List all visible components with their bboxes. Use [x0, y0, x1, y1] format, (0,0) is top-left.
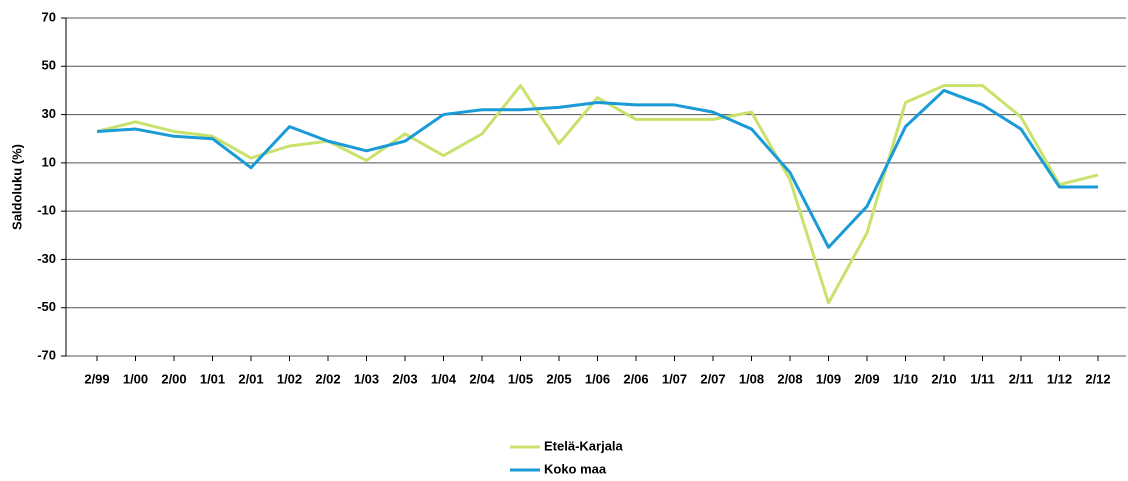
y-tick-label: -10	[37, 203, 56, 218]
x-tick-label: 1/04	[431, 371, 457, 386]
y-tick-label: 70	[42, 9, 56, 24]
x-tick-label: 2/00	[161, 371, 186, 386]
x-tick-label: 1/11	[970, 371, 995, 386]
x-tick-label: 2/11	[1009, 371, 1034, 386]
x-tick-label: 2/09	[854, 371, 879, 386]
x-tick-label: 2/02	[315, 371, 340, 386]
x-tick-label: 1/05	[508, 371, 533, 386]
x-tick-label: 2/12	[1085, 371, 1110, 386]
y-tick-label: 10	[42, 154, 56, 169]
y-tick-label: -50	[37, 299, 56, 314]
x-tick-label: 1/10	[893, 371, 918, 386]
x-tick-label: 2/03	[392, 371, 417, 386]
y-tick-label: -30	[37, 251, 56, 266]
x-tick-label: 1/08	[739, 371, 764, 386]
x-tick-label: 1/06	[585, 371, 610, 386]
x-tick-label: 1/03	[354, 371, 379, 386]
x-tick-label: 2/07	[700, 371, 725, 386]
y-tick-label: -70	[37, 347, 56, 362]
x-tick-label: 1/00	[123, 371, 148, 386]
x-tick-label: 1/01	[200, 371, 225, 386]
x-tick-label: 2/99	[84, 371, 109, 386]
x-tick-label: 2/10	[931, 371, 956, 386]
x-tick-label: 1/02	[277, 371, 302, 386]
y-axis-label: Saldoluku (%)	[9, 144, 24, 230]
x-tick-label: 2/01	[238, 371, 263, 386]
line	[96, 84, 1099, 305]
line	[96, 88, 1098, 249]
x-tick-label: 2/08	[777, 371, 802, 386]
x-tick-label: 1/12	[1047, 371, 1072, 386]
legend-label: Koko maa	[544, 461, 607, 476]
x-tick-label: 1/07	[662, 371, 687, 386]
y-tick-label: 50	[42, 58, 56, 73]
x-tick-label: 1/09	[816, 371, 841, 386]
x-tick-label: 2/06	[623, 371, 648, 386]
legend-label: Etelä-Karjala	[544, 438, 624, 453]
x-tick-label: 2/04	[469, 371, 495, 386]
y-tick-label: 30	[42, 106, 56, 121]
x-tick-label: 2/05	[546, 371, 571, 386]
